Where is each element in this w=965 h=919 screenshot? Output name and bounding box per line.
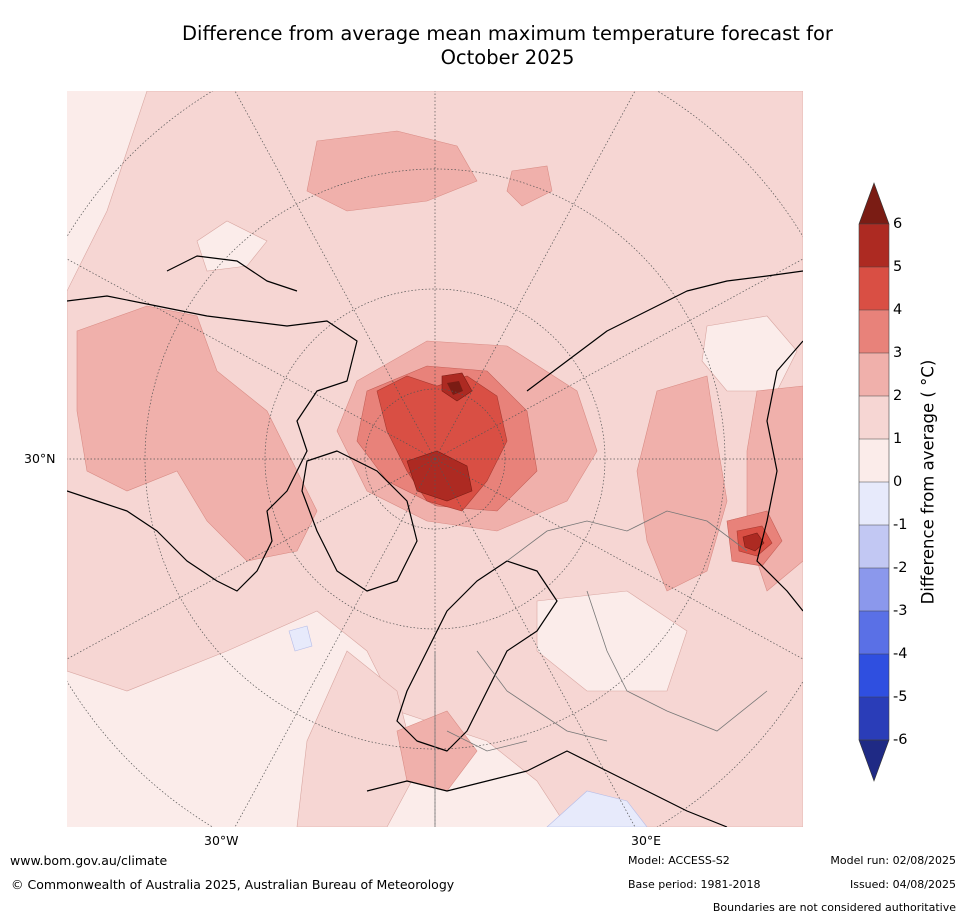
- anomaly-2to3-north-america: [76, 305, 318, 562]
- lon-label-30e: 30°E: [631, 833, 662, 848]
- colorbar-tick: -3: [893, 603, 908, 619]
- title-line-2: October 2025: [440, 46, 575, 69]
- anomaly-above6-arctic: [447, 381, 463, 395]
- colorbar-tick: 0: [893, 474, 903, 490]
- anomaly-m1to0-africa: [546, 790, 648, 827]
- coast-siberia: [526, 270, 803, 392]
- colorbar-tick: 6: [893, 216, 903, 232]
- colorbar-label: Difference from average ( °C): [918, 359, 938, 605]
- coast-africa: [366, 750, 728, 827]
- footer-copyright: © Commonwealth of Australia 2025, Austra…: [11, 877, 455, 892]
- colorbar-tick: 4: [893, 302, 903, 318]
- colorbar-tick: -4: [893, 646, 908, 662]
- coast-greenland: [301, 450, 418, 592]
- colorbar-m5tom4: [859, 654, 889, 697]
- coast-north-america: [67, 295, 358, 592]
- colorbar-tick: 5: [893, 259, 903, 275]
- colorbar-3to4: [859, 310, 889, 353]
- colorbar-tick: 1: [893, 431, 903, 447]
- colorbar-tick: -6: [893, 732, 908, 748]
- anomaly-5to6-arctic: [406, 450, 473, 502]
- footer-url[interactable]: www.bom.gov.au/climate: [10, 853, 168, 868]
- colorbar-m6tom5: [859, 697, 889, 740]
- colorbar-m1to0: [859, 482, 889, 525]
- title-line-1: Difference from average mean maximum tem…: [182, 22, 833, 45]
- colorbar-0to1: [859, 439, 889, 482]
- colorbar-1to2: [859, 396, 889, 439]
- anomaly-2to3-siberia: [636, 375, 728, 592]
- coast-east-asia: [756, 340, 803, 612]
- anomaly-2to3-pacific: [306, 130, 478, 212]
- colorbar-4to5: [859, 267, 889, 310]
- footer-boundaries-note: Boundaries are not considered authoritat…: [712, 901, 956, 914]
- map-title: Difference from average mean maximum tem…: [60, 22, 955, 70]
- anomaly-map: [67, 91, 803, 827]
- anomaly-m1to0-atlantic: [288, 625, 313, 652]
- colorbar-tick: 3: [893, 345, 903, 361]
- coast-alaska: [166, 255, 298, 292]
- anomaly-4to5-arctic: [376, 375, 508, 512]
- country-borders: [434, 510, 768, 827]
- anomaly-1to2-atlantic: [296, 650, 418, 827]
- colorbar-tick: -5: [893, 689, 908, 705]
- colorbar-tick: -1: [893, 517, 908, 533]
- coast-europe: [396, 560, 558, 752]
- colorbar-m4tom3: [859, 611, 889, 654]
- footer-model-run: Model run: 02/08/2025: [830, 854, 956, 867]
- colorbar-tick: -2: [893, 560, 908, 576]
- anomaly-0to1-pocket: [536, 590, 688, 692]
- footer-base-period: Base period: 1981-2018: [628, 878, 761, 891]
- footer-model: Model: ACCESS-S2: [628, 854, 730, 867]
- coastlines: [67, 255, 803, 827]
- colorbar-below-m6: [858, 739, 890, 782]
- footer-issued: Issued: 04/08/2025: [849, 878, 956, 891]
- colorbar-above-6: [858, 182, 890, 225]
- colorbar-m2tom1: [859, 525, 889, 568]
- anomaly-2to3-mediterranean: [396, 710, 478, 792]
- anomaly-2to3-pacific-small: [506, 165, 553, 207]
- colorbar: [858, 182, 890, 782]
- colorbar-tick: 2: [893, 388, 903, 404]
- colorbar-2to3: [859, 353, 889, 396]
- anomaly-5to6-china: [742, 532, 765, 552]
- lon-label-30w: 30°W: [204, 833, 239, 848]
- colorbar-m3tom2: [859, 568, 889, 611]
- lat-label-30n: 30°N: [24, 451, 56, 466]
- colorbar-5to6: [859, 224, 889, 267]
